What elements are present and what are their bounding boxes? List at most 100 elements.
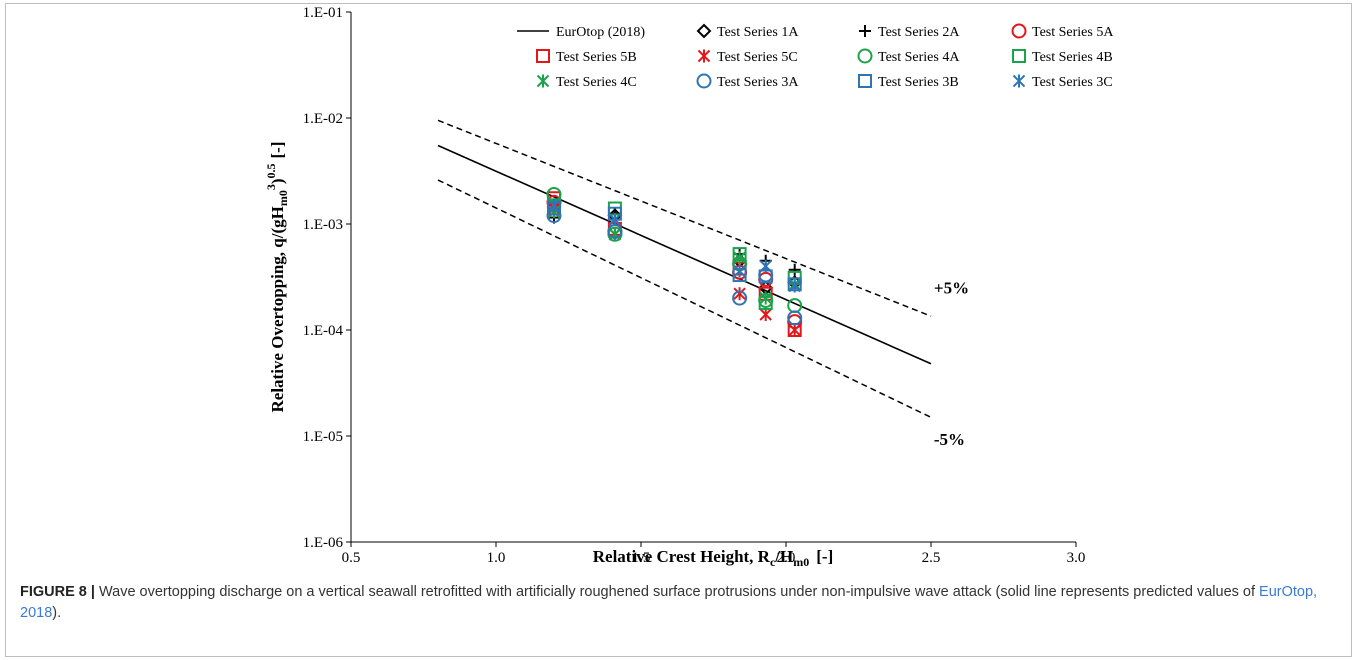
y-tick-label: 1.E-04 [303,323,344,339]
bound-annotation: +5% [934,279,969,298]
x-label-sub-m0: m0 [793,555,809,569]
y-label-a: Relative Overtopping, q/(gH [268,206,287,412]
figure-frame [5,3,1352,657]
bound-annotation: -5% [934,430,965,449]
x-axis-label: Relative Crest Height, Rc/Hm0 [-] [593,547,833,569]
marker-diamond [696,23,712,39]
y-tick-label: 1.E-05 [303,429,343,445]
legend-item: Test Series 3B [858,74,959,90]
legend-marker [696,23,712,39]
legend-label: Test Series 2A [878,25,960,40]
legend-label: Test Series 4B [1032,50,1113,65]
legend-marker [536,49,550,63]
legend-item: Test Series 5B [536,49,637,65]
marker-square [858,74,872,88]
legend-label: Test Series 5C [717,50,798,65]
data-point [608,213,622,227]
y-label-sup05: 0.5 [264,163,278,178]
legend-item: Test Series 4C [536,74,637,90]
legend-marker [696,73,712,89]
y-axis-label: Relative Overtopping, q/(gHm03)0.5 [-] [264,141,290,412]
marker-circle [1011,23,1027,39]
y-tick-label: 1.E-06 [303,535,344,551]
legend-label: Test Series 5B [556,50,637,65]
chart-legend: EurOtop (2018) Test Series 1A Test Series … [517,23,1114,90]
legend-marker [1012,49,1026,63]
legend-item: Test Series 4B [1012,49,1113,65]
x-label-unit: [-] [816,547,833,566]
data-point [759,259,772,273]
legend-label: Test Series 1A [717,25,799,40]
data-point [788,279,801,293]
legend-label: EurOtop (2018) [556,25,645,40]
y-tick-label: 1.E-02 [303,111,343,127]
legend-marker [1012,74,1026,88]
legend-item: EurOtop (2018) [517,25,645,40]
y-axis-label-group: Relative Overtopping, q/(gHm03)0.5 [-] [264,141,290,412]
marker-square [1012,49,1026,63]
y-label-sup3: 3 [264,184,278,190]
legend-item: Test Series 1A [696,23,799,40]
data-point [788,323,801,337]
data-point [787,310,803,326]
eurotop-prediction-line [437,144,932,365]
legend-marker [697,49,711,63]
x-tick-label: 1.0 [487,550,506,566]
data-point [788,263,801,276]
legend-label: Test Series 5A [1032,25,1114,40]
legend-item: Test Series 2A [859,25,960,40]
x-tick-label: 0.5 [342,550,361,566]
data-point [733,287,746,301]
data-points [546,186,803,337]
x-tick-label: 2.0 [777,550,796,566]
legend-marker [1011,23,1027,39]
y-label-unit: [-] [268,141,287,158]
x-tick-label: 2.5 [922,550,941,566]
legend-item: Test Series 3A [696,73,799,90]
legend-label: Test Series 4A [878,50,960,65]
caption-text: Wave overtopping discharge on a vertical… [94,584,1260,600]
legend-marker [857,48,873,64]
prediction-bound-line [437,179,932,419]
data-point [547,198,561,212]
marker-circle [857,48,873,64]
y-tick-label: 1.E-01 [303,5,343,21]
data-point [733,251,746,265]
prediction-bound-line [437,119,932,317]
marker-square [536,49,550,63]
x-label-main: Relative Crest Height, R [593,547,771,566]
x-tick-label: 3.0 [1067,550,1086,566]
overtopping-chart: 0.5 1.0 1.5 2.0 2.5 3.0 1.E-06 1.E-05 1.E-04 1.E-… [264,5,1114,569]
legend-label: Test Series 3B [878,75,959,90]
prediction-lines [437,119,932,419]
data-point [759,291,772,305]
legend-label: Test Series 3A [717,75,799,90]
legend-item: Test Series 5A [1011,23,1114,40]
marker-circle [787,310,803,326]
caption-citation-link[interactable]: EurOtop, 2018 [20,584,1318,621]
figure-caption: FIGURE 8 | Wave overtopping discharge on… [20,582,1340,624]
data-point [732,290,748,306]
caption-label: FIGURE 8 | [20,584,95,600]
x-tick-label: 1.5 [632,550,651,566]
y-label-b: ) [268,178,287,184]
x-label-sub-c: c [770,555,776,569]
data-point [733,264,746,278]
legend-label: Test Series 3C [1032,75,1113,90]
x-label-slash: /H [774,547,793,566]
legend-item: Test Series 3C [1012,74,1113,90]
chart-axes [350,12,1076,543]
legend-item: Test Series 4A [857,48,960,65]
chart-annotations: +5% -5% [934,279,969,449]
y-tick-label: 1.E-03 [303,217,343,233]
axis-ticks: 0.5 1.0 1.5 2.0 2.5 3.0 1.E-06 1.E-05 1.E-04 1.E-… [303,5,1086,566]
y-label-sub: m0 [276,190,290,206]
marker-circle [732,290,748,306]
legend-item: Test Series 5C [697,49,798,65]
marker-circle [696,73,712,89]
legend-marker [536,74,550,88]
legend-label: Test Series 4C [556,75,637,90]
caption-text-end: ). [52,605,62,621]
legend-marker [859,25,871,37]
data-point [759,308,772,322]
